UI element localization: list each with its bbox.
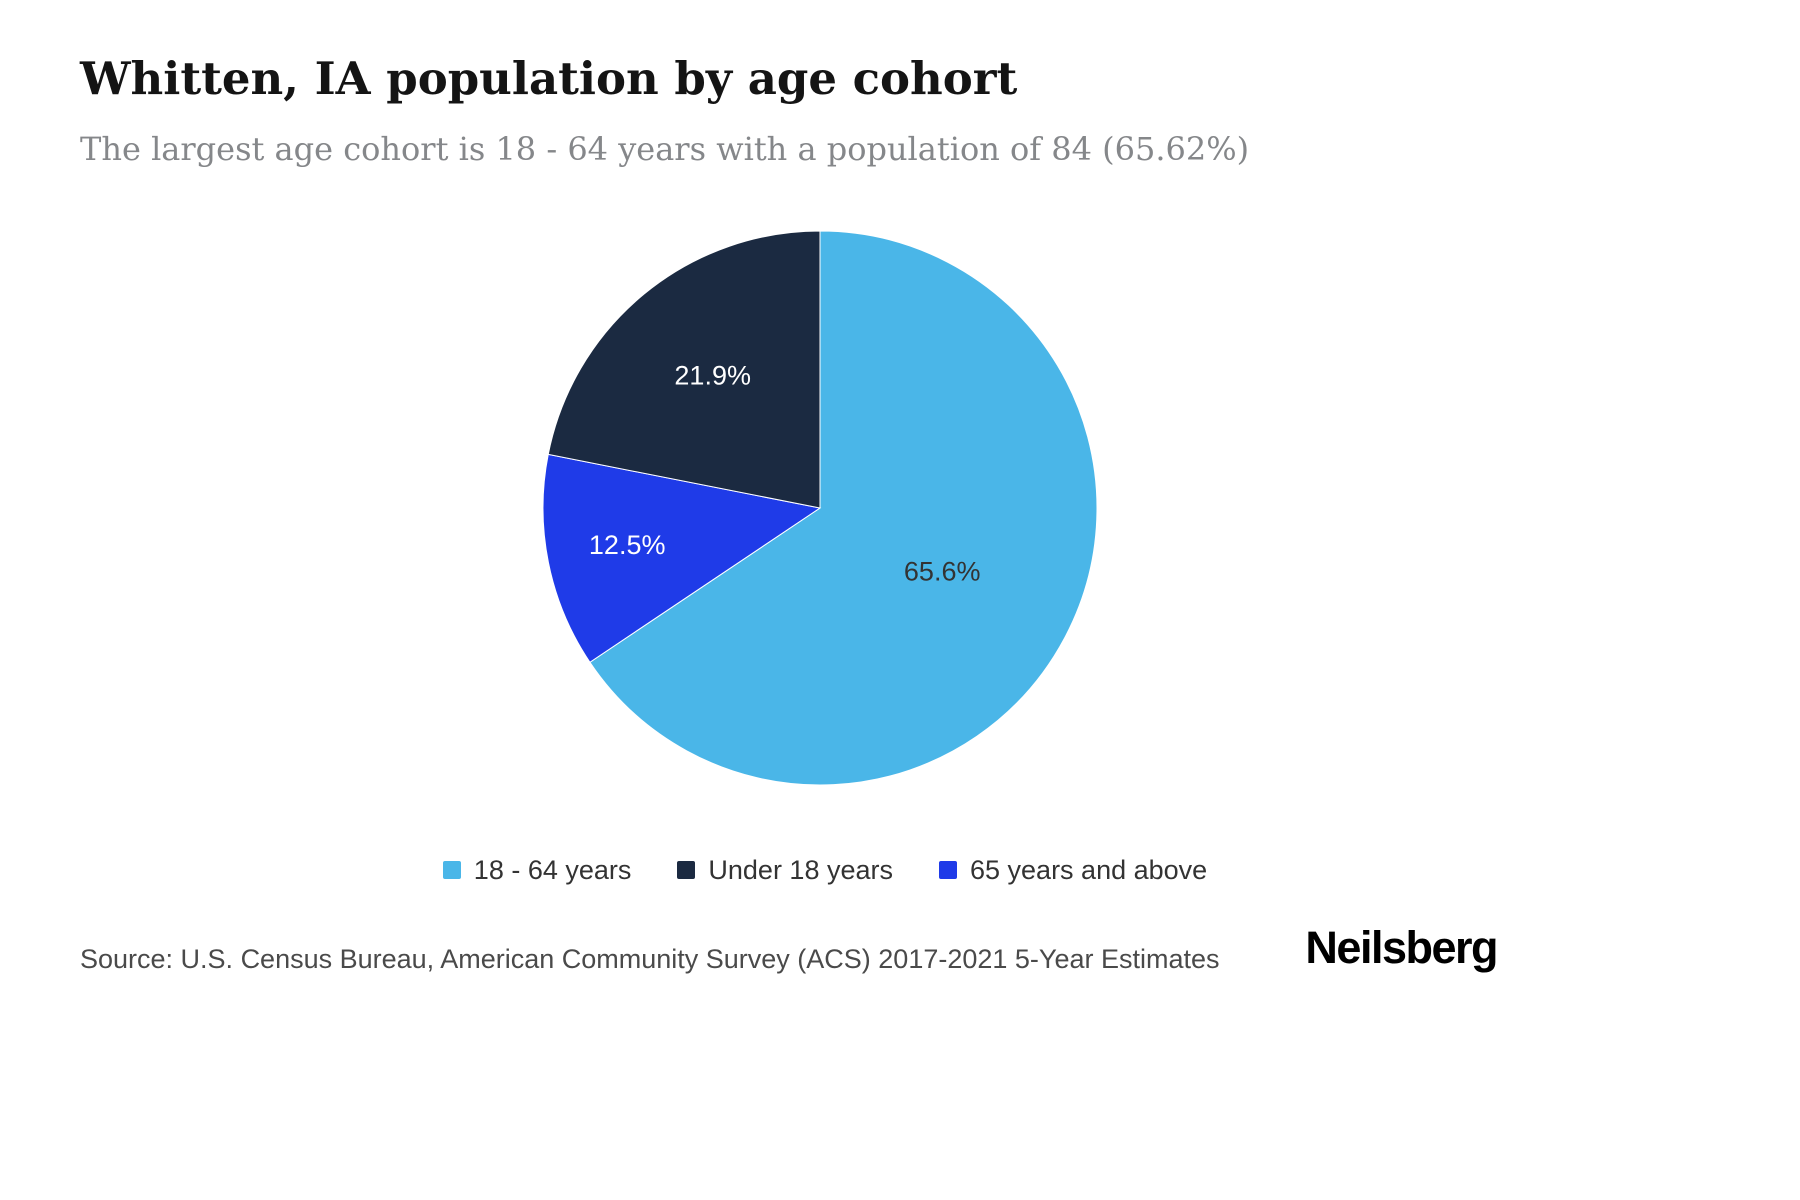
chart-subtitle: The largest age cohort is 18 - 64 years … (80, 130, 1250, 168)
pie-slice-label-under-18-years: 21.9% (674, 361, 751, 391)
brand-logo: Neilsberg (1305, 922, 1498, 973)
legend-label: 18 - 64 years (473, 854, 632, 885)
pie-slice-under-18-years[interactable] (547, 230, 821, 509)
legend-item-under-18-years[interactable]: Under 18 years (677, 855, 893, 886)
legend-item-65-years-and-above[interactable]: 65 years and above (939, 855, 1207, 886)
legend-swatch-icon (442, 861, 461, 879)
pie-chart: 65.6% 12.5% 21.9% (520, 208, 1120, 808)
source-note: Source: U.S. Census Bureau, American Com… (80, 944, 1220, 974)
legend-item-18-64-years[interactable]: 18 - 64 years (442, 854, 632, 886)
pie-slice-label-18-64-years: 65.6% (904, 556, 981, 586)
pie-slice-65-years-and-above[interactable] (542, 453, 822, 663)
legend: 18 - 64 years Under 18 years 65 years and … (0, 848, 1650, 892)
legend-label: Under 18 years (708, 854, 893, 885)
legend-swatch-icon (677, 861, 696, 879)
legend-label: 65 years and above (970, 854, 1208, 885)
chart-title: Whitten, IA population by age cohort (80, 52, 1018, 105)
pie-chart-svg: 65.6% 12.5% 21.9% (542, 230, 1098, 786)
legend-swatch-icon (939, 861, 957, 879)
pie-slice-18-64-years[interactable] (589, 230, 1098, 786)
pie-slice-label-65-years-and-above: 12.5% (589, 530, 666, 560)
